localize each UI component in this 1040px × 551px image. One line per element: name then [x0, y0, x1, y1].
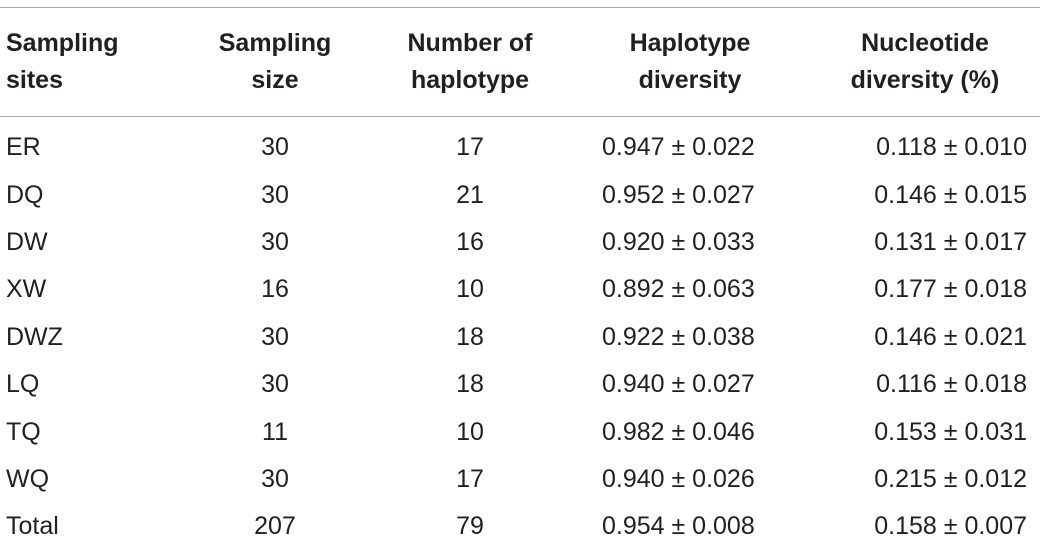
cell-sampling-size: 30 [261, 227, 289, 256]
table-row: DWZ 30 18 0.922 ± 0.038 0.146 ± 0.021 [0, 314, 1040, 361]
header-line: sites [6, 66, 63, 94]
cell-haplotype-count: 18 [456, 322, 484, 351]
table-header: Sampling sites Sampling size Number of h… [0, 8, 1040, 116]
cell-haplotype-count: 17 [456, 133, 484, 162]
cell-haplotype-diversity: 0.940 ± 0.027 [602, 370, 755, 399]
header-nucleotide-diversity: Nucleotide diversity (%) [810, 8, 1040, 116]
cell-sampling-size: 30 [261, 464, 289, 493]
cell-sampling-size: 30 [261, 370, 289, 399]
cell-haplotype-diversity: 0.954 ± 0.008 [602, 512, 755, 541]
table-row: ER 30 17 0.947 ± 0.022 0.118 ± 0.010 [0, 116, 1040, 171]
diversity-table: Sampling sites Sampling size Number of h… [0, 8, 1040, 551]
cell-nucleotide-diversity: 0.153 ± 0.031 [874, 417, 1027, 446]
cell-site: DW [6, 227, 48, 256]
table-row: WQ 30 17 0.940 ± 0.026 0.215 ± 0.012 [0, 456, 1040, 503]
cell-site: ER [6, 133, 41, 162]
cell-nucleotide-diversity: 0.131 ± 0.017 [874, 227, 1027, 256]
cell-nucleotide-diversity: 0.177 ± 0.018 [874, 275, 1027, 304]
header-line: diversity [638, 66, 742, 94]
cell-site: Total [6, 512, 59, 541]
table-body: ER 30 17 0.947 ± 0.022 0.118 ± 0.010 DQ … [0, 116, 1040, 551]
header-line: diversity (%) [850, 66, 1000, 94]
cell-haplotype-count: 17 [456, 464, 484, 493]
table-row: DQ 30 21 0.952 ± 0.027 0.146 ± 0.015 [0, 171, 1040, 218]
cell-nucleotide-diversity: 0.116 ± 0.018 [876, 370, 1027, 399]
table-header-rule [0, 116, 1040, 117]
header-haplotype-diversity: Haplotype diversity [570, 8, 810, 116]
table-top-rule [0, 7, 1040, 8]
header-line: size [251, 66, 299, 94]
cell-site: LQ [6, 370, 40, 399]
cell-site: WQ [6, 464, 50, 493]
header-line: haplotype [410, 66, 530, 94]
cell-nucleotide-diversity: 0.215 ± 0.012 [874, 464, 1027, 493]
cell-haplotype-diversity: 0.982 ± 0.046 [602, 417, 755, 446]
header-line: Haplotype [629, 29, 751, 57]
cell-haplotype-count: 16 [456, 227, 484, 256]
table-row: XW 16 10 0.892 ± 0.063 0.177 ± 0.018 [0, 266, 1040, 313]
cell-haplotype-diversity: 0.922 ± 0.038 [602, 322, 755, 351]
cell-haplotype-count: 10 [456, 417, 484, 446]
cell-haplotype-diversity: 0.952 ± 0.027 [602, 180, 755, 209]
header-sampling-sites: Sampling sites [0, 8, 180, 116]
header-line: Nucleotide [861, 29, 989, 57]
cell-sampling-size: 30 [261, 322, 289, 351]
header-line: Sampling [6, 29, 119, 57]
cell-site: DWZ [6, 322, 63, 351]
cell-nucleotide-diversity: 0.146 ± 0.015 [874, 180, 1027, 209]
cell-sampling-size: 16 [261, 275, 289, 304]
cell-nucleotide-diversity: 0.146 ± 0.021 [874, 322, 1027, 351]
table-row: TQ 11 10 0.982 ± 0.046 0.153 ± 0.031 [0, 408, 1040, 455]
cell-site: DQ [6, 180, 44, 209]
cell-haplotype-diversity: 0.947 ± 0.022 [602, 133, 755, 162]
table-row: LQ 30 18 0.940 ± 0.027 0.116 ± 0.018 [0, 361, 1040, 408]
header-line: Sampling [218, 29, 332, 57]
header-line: Number of [407, 29, 533, 57]
header-sampling-size: Sampling size [180, 8, 370, 116]
table-row: DW 30 16 0.920 ± 0.033 0.131 ± 0.017 [0, 219, 1040, 266]
cell-haplotype-count: 10 [456, 275, 484, 304]
cell-sampling-size: 11 [262, 417, 288, 446]
cell-sampling-size: 207 [254, 512, 296, 541]
cell-nucleotide-diversity: 0.118 ± 0.010 [876, 133, 1027, 162]
header-row: Sampling sites Sampling size Number of h… [0, 8, 1040, 116]
cell-site: TQ [6, 417, 41, 446]
cell-haplotype-count: 21 [456, 180, 484, 209]
cell-haplotype-diversity: 0.920 ± 0.033 [602, 227, 755, 256]
header-number-of-haplotype: Number of haplotype [370, 8, 570, 116]
cell-nucleotide-diversity: 0.158 ± 0.007 [874, 512, 1027, 541]
table-row-total: Total 207 79 0.954 ± 0.008 0.158 ± 0.007 [0, 503, 1040, 550]
cell-sampling-size: 30 [261, 180, 289, 209]
cell-haplotype-count: 79 [456, 512, 484, 541]
cell-sampling-size: 30 [261, 133, 289, 162]
cell-haplotype-diversity: 0.892 ± 0.063 [602, 275, 755, 304]
cell-site: XW [6, 275, 47, 304]
cell-haplotype-count: 18 [456, 370, 484, 399]
cell-haplotype-diversity: 0.940 ± 0.026 [602, 464, 755, 493]
